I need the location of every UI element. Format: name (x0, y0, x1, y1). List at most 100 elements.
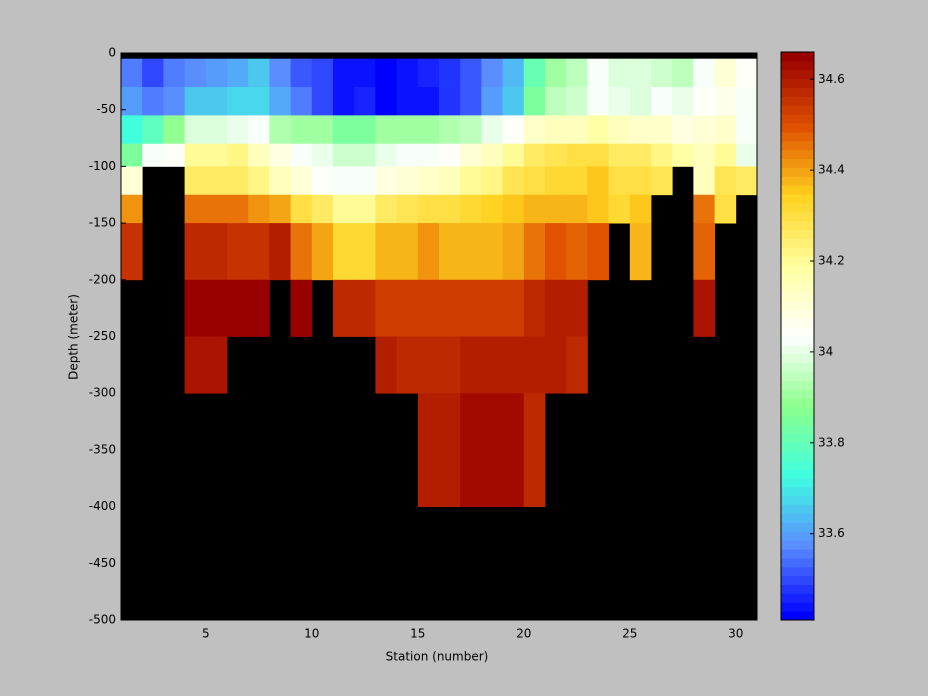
heatmap-cell (502, 393, 525, 507)
heatmap-cell (396, 143, 419, 167)
heatmap-cell (439, 115, 461, 145)
heatmap-cell (417, 194, 440, 224)
heatmap-cell (269, 87, 291, 116)
heatmap-cell (163, 87, 185, 116)
heatmap-cell (417, 115, 440, 145)
heatmap-cell (227, 143, 249, 167)
colorbar-swatch (781, 371, 814, 381)
heatmap-cell (205, 166, 228, 196)
heatmap-cell (311, 166, 334, 196)
heatmap-cell (375, 279, 397, 337)
heatmap-cell (693, 223, 715, 281)
colorbar-swatch (781, 602, 814, 612)
colorbar-swatch (781, 362, 814, 372)
heatmap-cell (248, 87, 270, 116)
heatmap-cell (290, 279, 313, 337)
colorbar-swatch (781, 114, 814, 124)
colorbar-swatch (781, 407, 814, 417)
heatmap-cell (227, 87, 249, 116)
heatmap-cell (693, 58, 715, 88)
heatmap-cell (248, 223, 270, 281)
colorbar-swatch (781, 140, 814, 151)
colorbar-swatch (781, 282, 814, 293)
heatmap-cell (629, 223, 652, 281)
heatmap-cell (672, 58, 694, 88)
heatmap-cell (184, 143, 207, 167)
heatmap-cell (375, 336, 397, 394)
colorbar-swatch (781, 398, 814, 408)
colorbar-swatch (781, 291, 814, 301)
colorbar-swatch (781, 78, 814, 88)
y-tick-label: -150 (89, 216, 116, 230)
heatmap-cell (333, 115, 355, 145)
heatmap-cell (587, 143, 609, 167)
colorbar-swatch (781, 220, 814, 230)
heatmap-cell (184, 166, 207, 196)
colorbar-swatch (781, 549, 814, 559)
heatmap-cell (163, 58, 185, 88)
heatmap-cell (439, 58, 461, 88)
heatmap-cell (545, 279, 567, 337)
heatmap-cell (439, 194, 461, 224)
heatmap-cell (375, 115, 397, 145)
heatmap-cell (121, 58, 143, 88)
heatmap-cell (333, 194, 355, 224)
colorbar-swatch (781, 123, 814, 133)
colorbar-swatch (781, 247, 814, 257)
heatmap-cell (545, 223, 567, 281)
heatmap-cell (417, 58, 440, 88)
heatmap-cell (417, 87, 440, 116)
heatmap-cell (545, 166, 567, 196)
heatmap-cell (608, 166, 631, 196)
heatmap-cell (417, 143, 440, 167)
heatmap-cell (672, 115, 694, 145)
heatmap-cell (121, 166, 143, 196)
heatmap-cell (439, 223, 461, 281)
heatmap-cell (523, 279, 546, 337)
heatmap-cell (693, 166, 715, 196)
heatmap-cell (184, 115, 207, 145)
heatmap-cell (502, 336, 525, 394)
heatmap-cell (566, 279, 588, 337)
heatmap-cell (651, 115, 673, 145)
colorbar-swatch (781, 300, 814, 310)
heatmap-cell (227, 279, 249, 337)
heatmap-cell (693, 279, 715, 337)
heatmap-cell (523, 393, 546, 507)
colorbar-tick-label: 33.8 (818, 435, 845, 449)
y-tick-label: 0 (108, 46, 116, 60)
heatmap-cell (523, 194, 546, 224)
heatmap-cell (227, 115, 249, 145)
heatmap-cell (502, 115, 525, 145)
heatmap-cell (651, 58, 673, 88)
colorbar-swatch (781, 327, 814, 337)
heatmap-cell (481, 87, 503, 116)
heatmap-cell (417, 166, 440, 196)
heatmap-cell (651, 143, 673, 167)
heatmap-cell (311, 143, 334, 167)
heatmap-cell (205, 115, 228, 145)
heatmap-cell (375, 194, 397, 224)
heatmap-cell (248, 194, 270, 224)
heatmap-cell (608, 115, 631, 145)
heatmap-cell (248, 279, 270, 337)
heatmap-cell (523, 143, 546, 167)
heatmap-cell (693, 143, 715, 167)
heatmap-cell (523, 336, 546, 394)
colorbar-swatch (781, 265, 814, 275)
heatmap-cell (566, 336, 588, 394)
heatmap-cell (502, 87, 525, 116)
colorbar-swatch (781, 540, 814, 550)
heatmap-cell (714, 194, 737, 224)
colorbar-swatch (781, 415, 814, 426)
colorbar-swatch (781, 318, 814, 328)
heatmap-cell (205, 194, 228, 224)
heatmap-cell (248, 166, 270, 196)
x-tick-label: 10 (304, 627, 319, 641)
heatmap-cell (629, 194, 652, 224)
heatmap-cell (354, 279, 376, 337)
heatmap-cell (502, 194, 525, 224)
heatmap-cell (375, 58, 397, 88)
heatmap-cell (121, 115, 143, 145)
heatmap-cell (354, 223, 376, 281)
